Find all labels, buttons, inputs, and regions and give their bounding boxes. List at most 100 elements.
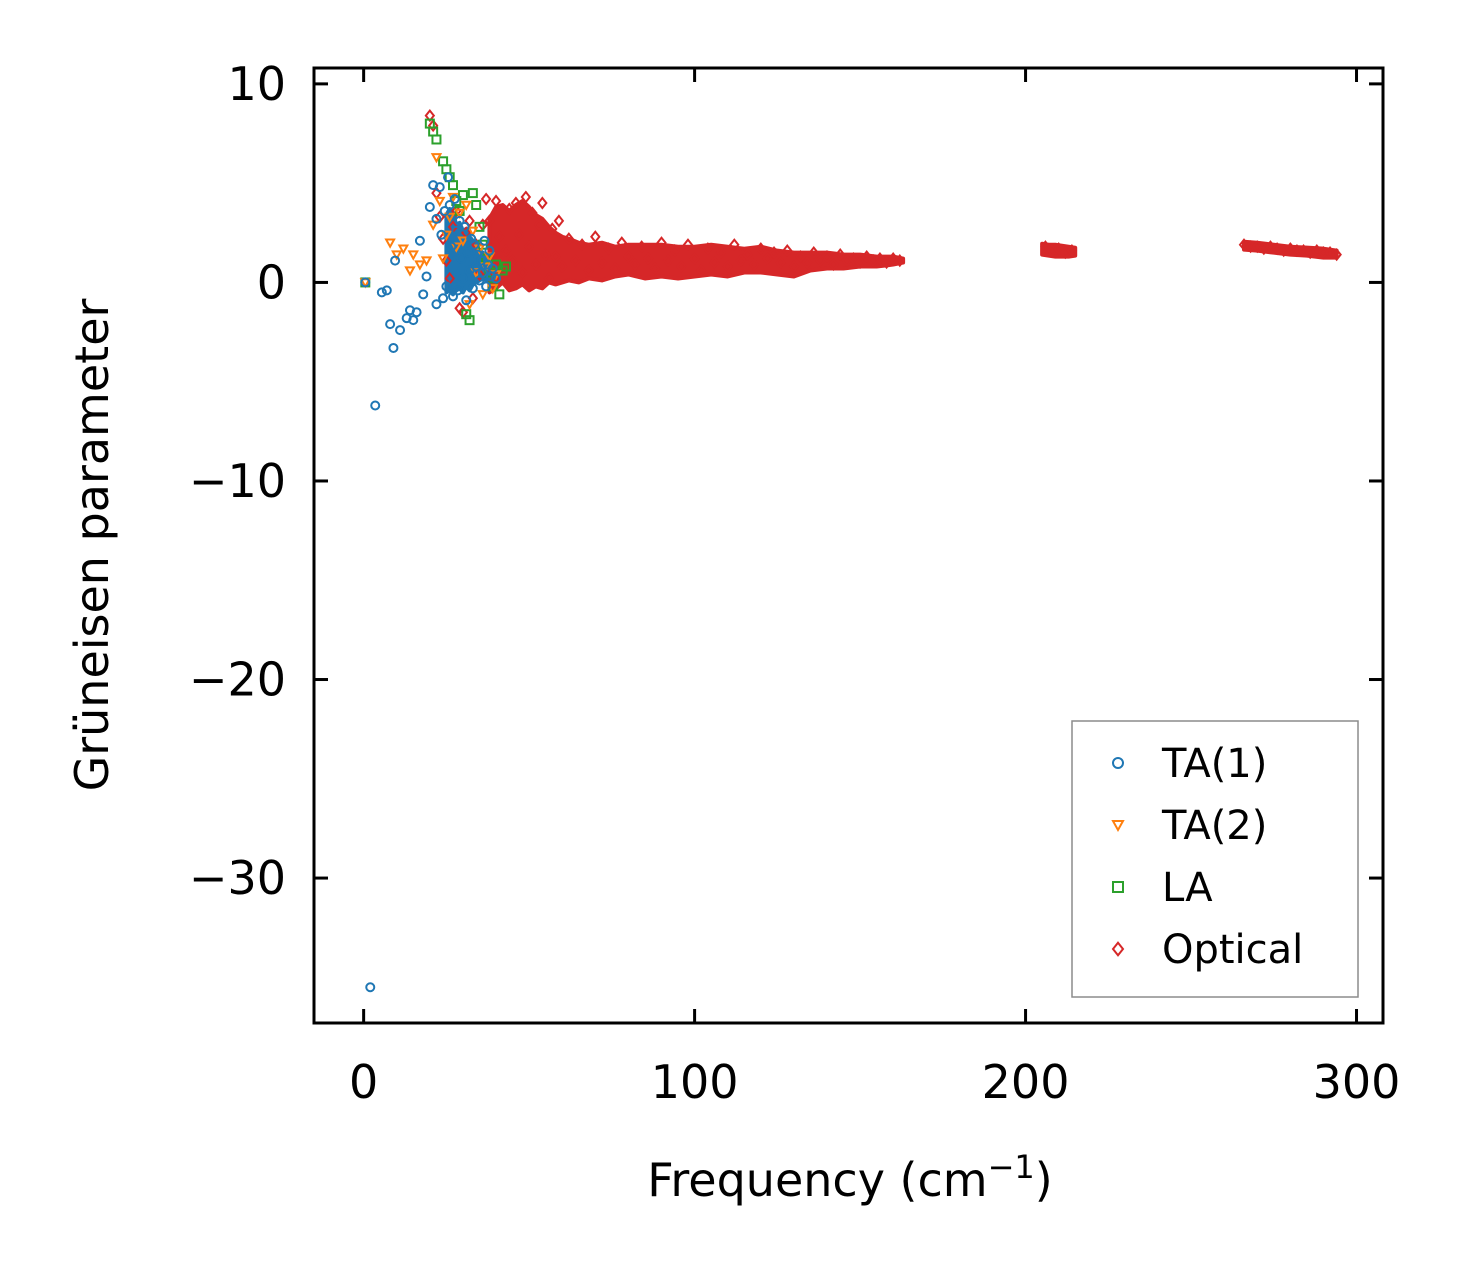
point-optical	[669, 244, 681, 258]
point-ta-1	[370, 400, 381, 411]
point-ta-2	[414, 260, 426, 271]
point-optical	[1271, 242, 1283, 256]
point-optical	[530, 257, 542, 272]
point-optical	[861, 250, 872, 264]
x-axis-title-superscript: −1	[988, 1148, 1035, 1186]
point-ta-2	[430, 153, 443, 164]
point-optical	[503, 202, 515, 216]
point-optical	[887, 252, 899, 266]
point-optical	[464, 214, 475, 228]
point-ta-1	[431, 213, 442, 224]
point-ta-1	[381, 285, 392, 296]
point-optical	[603, 242, 614, 256]
series-ta-1	[360, 172, 502, 993]
point-optical	[1053, 242, 1064, 256]
legend: TA(1) TA(2) LA Optical	[1071, 720, 1359, 998]
point-optical	[662, 253, 674, 268]
point-optical	[834, 248, 846, 262]
y-tick-label: −10	[189, 454, 286, 508]
point-optical	[695, 263, 707, 278]
point-ta-2	[434, 196, 446, 208]
x-tick-label: 300	[1313, 1055, 1401, 1109]
point-optical	[682, 238, 694, 252]
point-ta-1	[456, 253, 467, 264]
point-optical	[494, 230, 505, 244]
point-ta-1	[491, 273, 502, 284]
point-optical	[755, 242, 767, 256]
y-tick-label: 0	[257, 255, 286, 309]
point-ta-2	[420, 256, 433, 267]
y-tick-label: −20	[189, 653, 286, 707]
point-ta-1	[385, 319, 396, 330]
point-ta-1	[434, 182, 445, 193]
point-optical	[1245, 240, 1256, 254]
point-ta-1	[446, 241, 457, 252]
point-optical	[480, 192, 492, 206]
point-ta-1	[438, 293, 449, 304]
point-optical	[1238, 238, 1250, 252]
point-optical	[709, 255, 720, 270]
point-ta-1	[484, 245, 495, 256]
point-optical	[1251, 240, 1263, 254]
x-tick-label: 0	[349, 1055, 378, 1109]
point-ta-1	[451, 225, 462, 236]
point-optical	[854, 255, 866, 270]
point-la	[431, 134, 442, 145]
point-ta-1	[444, 199, 455, 210]
point-optical	[676, 259, 687, 274]
point-ta-2	[453, 208, 466, 219]
point-optical	[1298, 244, 1309, 258]
y-tick-label: 10	[227, 57, 286, 111]
legend-label-ta-1: TA(1)	[1161, 741, 1267, 787]
point-optical	[424, 109, 436, 123]
point-la	[448, 180, 459, 191]
point-ta-1	[452, 285, 463, 296]
point-optical	[881, 255, 892, 270]
point-ta-1	[395, 325, 406, 336]
point-la	[494, 289, 505, 300]
point-ta-1	[459, 221, 470, 232]
point-optical	[523, 240, 535, 254]
point-ta-1	[388, 342, 399, 353]
point-ta-2	[391, 250, 403, 261]
point-optical	[517, 265, 528, 280]
point-ta-2	[384, 238, 396, 249]
point-optical	[795, 250, 806, 264]
point-optical	[609, 261, 621, 276]
plot-frame	[312, 66, 1385, 1025]
point-ta-2	[404, 266, 416, 277]
point-optical	[801, 255, 813, 270]
point-optical	[742, 248, 753, 262]
point-optical	[537, 196, 548, 210]
point-ta-2	[457, 236, 469, 247]
point-ta-1	[462, 247, 473, 258]
point-ta-1	[360, 277, 371, 288]
point-ta-2	[397, 244, 410, 255]
point-optical	[768, 246, 780, 260]
point-ta-1	[414, 235, 425, 246]
series-optical	[424, 109, 1342, 319]
point-ta-2	[443, 212, 456, 223]
point-optical	[556, 259, 568, 274]
point-ta-2	[407, 250, 419, 261]
y-tick-label: −30	[189, 851, 286, 905]
point-ta-1	[449, 194, 460, 205]
point-ta-1	[418, 289, 429, 300]
point-optical	[490, 194, 502, 208]
point-optical	[702, 242, 714, 256]
axes-layer	[312, 66, 1385, 1025]
x-tick-label: 200	[982, 1055, 1070, 1109]
point-optical	[715, 246, 727, 260]
legend-marker-optical	[1111, 941, 1125, 957]
point-optical	[874, 252, 886, 266]
point-ta-1	[443, 172, 454, 183]
point-optical	[596, 255, 608, 270]
point-optical	[510, 196, 522, 210]
point-optical	[1331, 248, 1342, 262]
point-ta-1	[454, 215, 465, 226]
point-optical	[1265, 240, 1276, 254]
point-optical	[533, 218, 545, 232]
point-ta-1	[469, 239, 480, 250]
point-ta-2	[473, 244, 486, 255]
